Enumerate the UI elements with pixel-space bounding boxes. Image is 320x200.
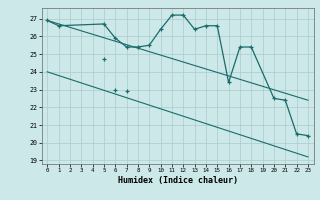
X-axis label: Humidex (Indice chaleur): Humidex (Indice chaleur) <box>118 176 237 185</box>
